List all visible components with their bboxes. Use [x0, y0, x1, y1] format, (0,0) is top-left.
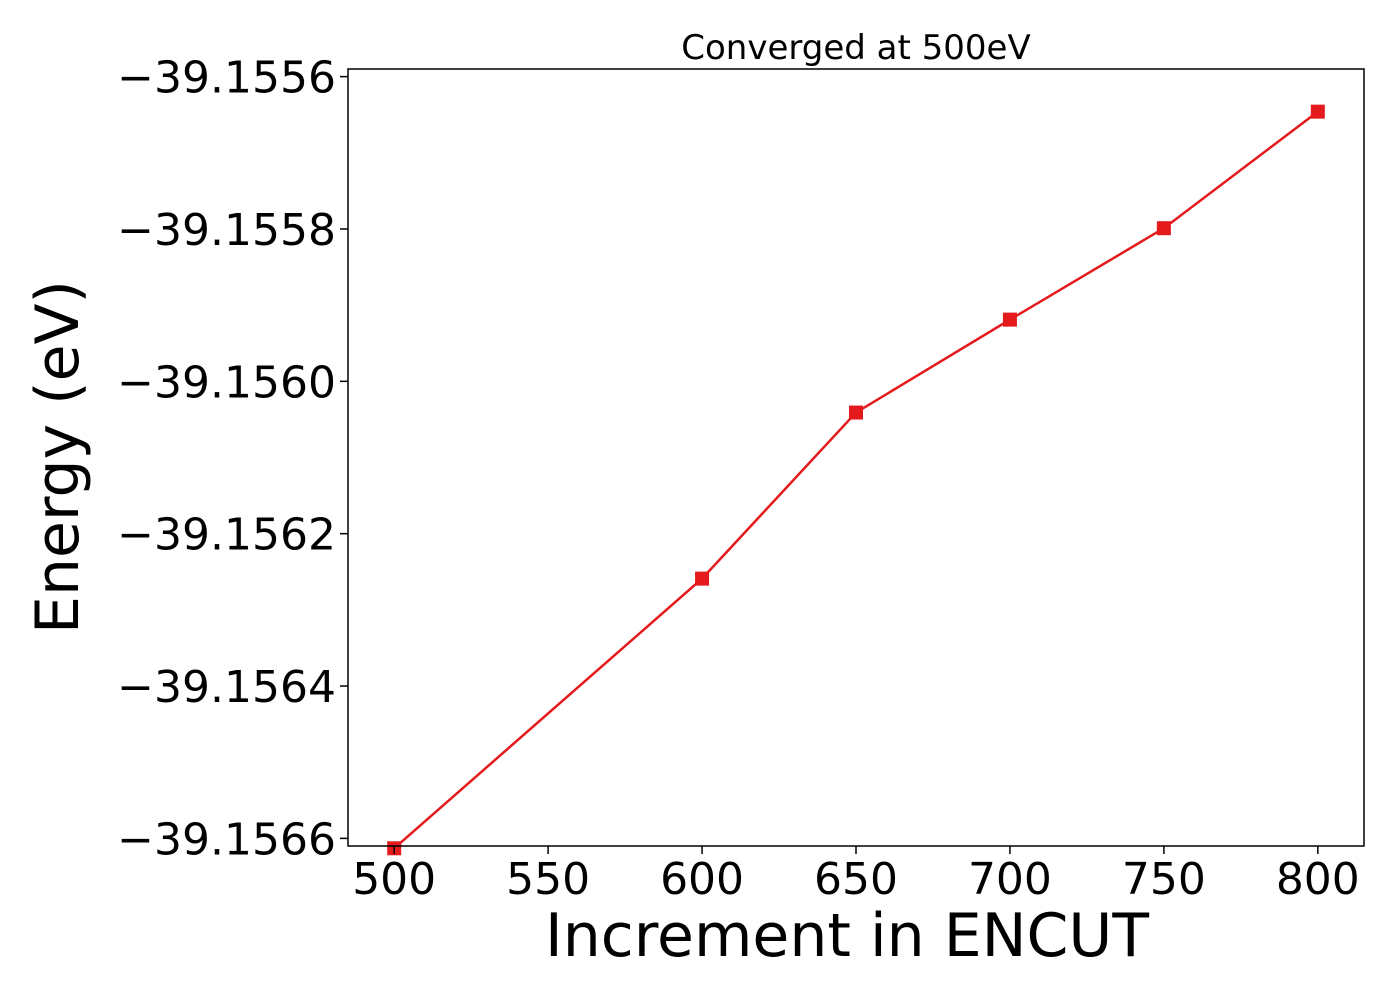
data-point-marker [695, 571, 710, 586]
y-tick-label: −39.1556 [117, 53, 336, 104]
x-tick-label: 550 [506, 854, 590, 905]
data-point-marker [849, 405, 863, 420]
chart-title: Converged at 500eV [681, 28, 1030, 68]
y-axis: −39.1556 −39.1558 −39.1560 −39.1562 −39.1564… [117, 53, 348, 865]
x-tick-label: 600 [660, 854, 744, 905]
y-tick-label: −39.1562 [117, 510, 336, 561]
x-tick-label: 750 [1122, 854, 1206, 905]
y-axis-title: Energy (eV) [23, 280, 93, 634]
x-axis-title: Increment in ENCUT [545, 901, 1149, 971]
x-axis: 500 550 600 650 700 750 800 [352, 846, 1360, 905]
x-tick-label: 650 [814, 854, 898, 905]
y-tick-label: −39.1564 [117, 662, 336, 713]
plot-area [387, 104, 1325, 856]
plot-frame [347, 68, 1365, 847]
x-tick-label: 800 [1276, 854, 1360, 905]
x-tick-label: 500 [352, 854, 436, 905]
data-point-marker [1156, 221, 1171, 236]
data-point-marker [1310, 104, 1325, 119]
data-point-marker [1002, 312, 1017, 327]
series-line [393, 110, 1319, 850]
x-tick-label: 700 [968, 854, 1052, 905]
y-tick-label: −39.1566 [117, 814, 336, 865]
y-tick-label: −39.1558 [117, 205, 336, 256]
y-tick-label: −39.1560 [117, 357, 336, 408]
